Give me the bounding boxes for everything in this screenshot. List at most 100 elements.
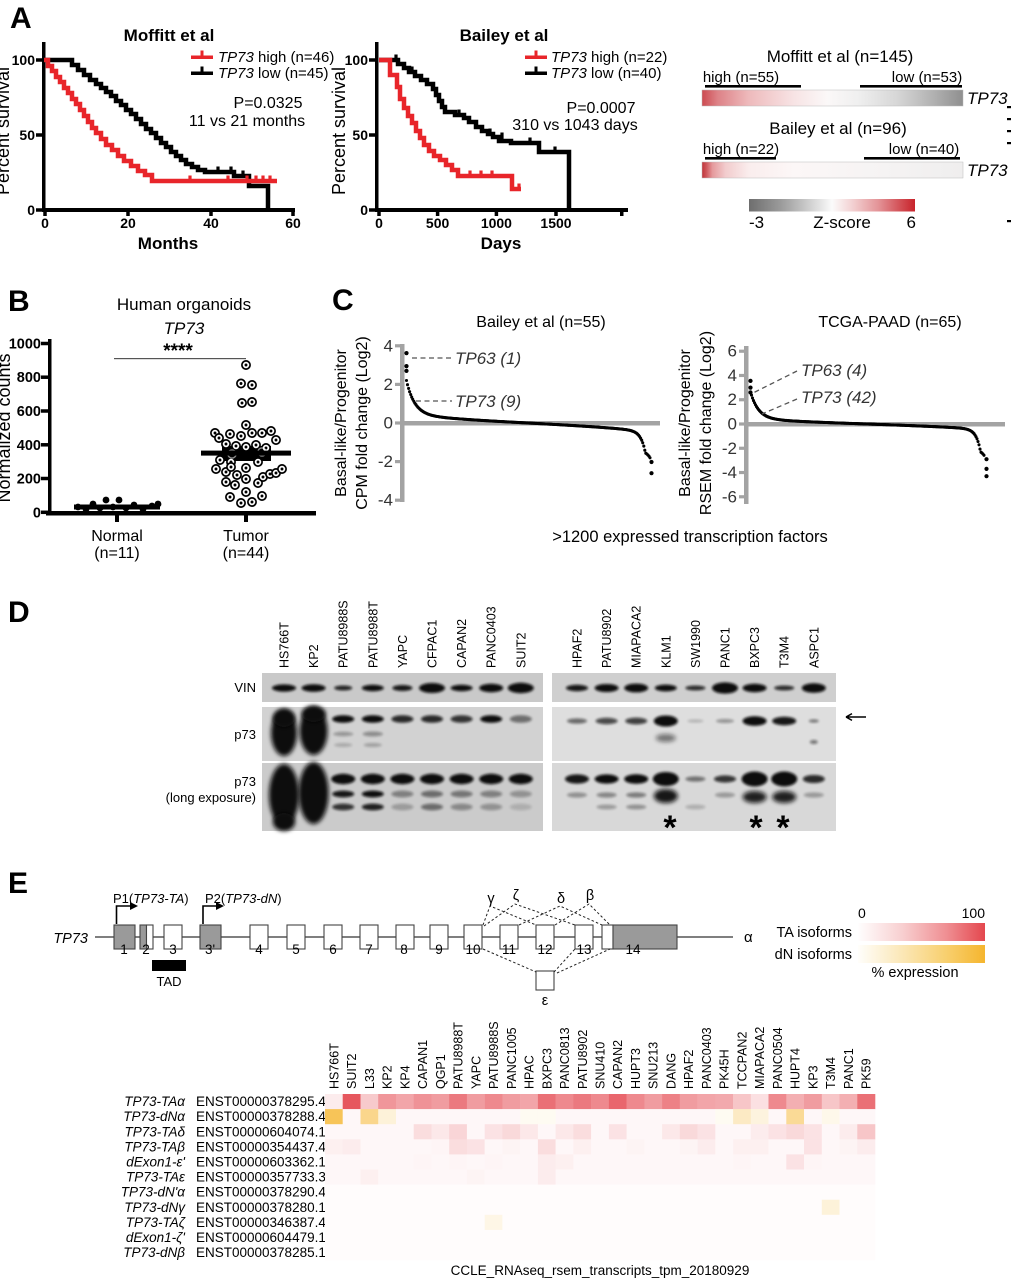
svg-text:CAPAN1: CAPAN1 [416,1040,430,1089]
svg-text:10: 10 [465,942,480,957]
svg-text:PANC0403: PANC0403 [485,606,499,668]
svg-text:12: 12 [537,942,552,957]
svg-text:TP73 (9): TP73 (9) [455,392,521,411]
svg-text:CPM fold change (Log2): CPM fold change (Log2) [354,336,371,509]
svg-text:PATU8902: PATU8902 [576,1030,590,1089]
svg-text:α: α [744,929,753,946]
svg-text:ENST00000378280.1: ENST00000378280.1 [196,1200,326,1215]
svg-text:PK45H: PK45H [718,1049,732,1089]
svg-text:60: 60 [285,215,301,231]
svg-text:(n=11): (n=11) [94,545,140,562]
svg-text:0: 0 [728,415,737,434]
svg-text:100: 100 [345,52,369,68]
svg-text:-3: -3 [749,213,764,232]
svg-text:TP73 high (n=46): TP73 high (n=46) [218,49,334,66]
svg-text:2: 2 [384,375,393,394]
svg-text:4: 4 [384,336,393,355]
svg-text:600: 600 [17,404,41,420]
svg-text:-6: -6 [722,487,737,506]
svg-text:low (n=53): low (n=53) [892,69,962,86]
svg-text:-2: -2 [722,439,737,458]
svg-text:310 vs 1043 days: 310 vs 1043 days [512,117,637,134]
svg-text:1500: 1500 [540,215,571,231]
svg-text:dN isoforms: dN isoforms [775,947,852,963]
svg-text:PATU8988T: PATU8988T [452,1022,466,1089]
svg-text:-4: -4 [722,463,737,482]
svg-text:Tumor: Tumor [223,528,269,545]
svg-text:-2: -2 [378,452,393,471]
svg-text:SUIT2: SUIT2 [514,633,528,668]
svg-text:40: 40 [203,215,219,231]
svg-text:14: 14 [625,942,641,957]
svg-text:high (n=22): high (n=22) [703,141,779,158]
svg-text:ENST00000346387.4: ENST00000346387.4 [196,1215,326,1230]
svg-text:β: β [586,888,594,904]
svg-text:HPAC: HPAC [523,1055,537,1089]
svg-text:BXPC3: BXPC3 [540,1048,554,1089]
svg-text:ε: ε [542,993,549,1009]
svg-text:9: 9 [435,942,443,957]
svg-text:ASPC1: ASPC1 [807,627,821,668]
svg-text:TP73 high (n=22): TP73 high (n=22) [551,49,667,66]
svg-text:Percent survival: Percent survival [329,67,349,195]
svg-text:Bailey et al: Bailey et al [460,26,549,45]
svg-text:TP73-dNα: TP73-dNα [123,1109,186,1124]
svg-text:T3M4: T3M4 [778,636,792,668]
svg-text:PANC0403: PANC0403 [700,1027,714,1089]
svg-text:RSEM fold change (Log2): RSEM fold change (Log2) [698,331,715,515]
svg-text:TP73-dN'α: TP73-dN'α [121,1185,187,1200]
svg-text:PANC0504: PANC0504 [771,1027,785,1089]
svg-text:ENST00000604479.1: ENST00000604479.1 [196,1230,326,1245]
svg-text:ENST00000378288.4: ENST00000378288.4 [196,1109,326,1124]
svg-text:CAPAN2: CAPAN2 [611,1040,625,1089]
svg-text:SNU410: SNU410 [594,1042,608,1089]
svg-text:ENST00000604074.1: ENST00000604074.1 [196,1124,326,1139]
svg-text:ENST00000378290.4: ENST00000378290.4 [196,1185,326,1200]
svg-text:CAPAN2: CAPAN2 [455,619,469,668]
svg-text:TAD: TAD [156,974,181,989]
svg-text:CCLE_RNAseq_rsem_transcripts_t: CCLE_RNAseq_rsem_transcripts_tpm_2018092… [451,1263,750,1278]
svg-text:Months: Months [138,234,198,253]
svg-text:P=0.0007: P=0.0007 [567,100,636,117]
svg-text:% expression: % expression [871,965,958,981]
svg-text:Z-score: Z-score [813,213,871,232]
svg-text:ENST00000378295.4: ENST00000378295.4 [196,1094,326,1109]
svg-text:TP73 (42): TP73 (42) [801,388,877,407]
svg-text:2: 2 [142,942,150,957]
svg-text:p73: p73 [234,774,256,789]
svg-text:ENST00000603362.1: ENST00000603362.1 [196,1154,326,1169]
svg-text:PANC0813: PANC0813 [558,1027,572,1089]
svg-text:Normalized counts: Normalized counts [0,353,14,502]
svg-text:low (n=40): low (n=40) [889,141,959,158]
svg-text:Bailey et al (n=55): Bailey et al (n=55) [476,314,605,331]
svg-text:TP73: TP73 [53,931,88,947]
svg-text:ζ: ζ [513,888,520,904]
svg-text:Normal: Normal [91,528,143,545]
svg-text:HPAF2: HPAF2 [571,629,585,668]
svg-text:KP2: KP2 [381,1065,395,1089]
svg-text:6: 6 [907,213,916,232]
svg-text:PATU8988T: PATU8988T [366,601,380,668]
svg-text:ENST00000354437.4: ENST00000354437.4 [196,1139,326,1154]
svg-text:L33: L33 [363,1068,377,1089]
svg-text:6: 6 [728,342,737,361]
svg-text:200: 200 [17,472,41,488]
svg-text:TA isoforms: TA isoforms [777,925,852,941]
svg-text:TP73: TP73 [164,319,205,338]
svg-text:TP73-TAβ: TP73-TAβ [124,1139,185,1154]
svg-text:PATU8988S: PATU8988S [487,1021,501,1089]
svg-text:3': 3' [205,942,215,957]
svg-text:0: 0 [33,505,41,521]
svg-text:1: 1 [120,942,128,957]
svg-text:50: 50 [19,127,35,143]
svg-text:KP4: KP4 [398,1065,412,1089]
svg-text:KP3: KP3 [806,1065,820,1089]
svg-text:δ: δ [557,891,565,907]
svg-text:*: * [749,809,763,847]
svg-text:YAPC: YAPC [396,635,410,668]
svg-text:VIN: VIN [234,680,256,695]
svg-text:SUIT2: SUIT2 [345,1054,359,1089]
svg-text:20: 20 [120,215,136,231]
svg-text:CFPAC1: CFPAC1 [426,620,440,668]
svg-text:HS766T: HS766T [278,622,292,668]
